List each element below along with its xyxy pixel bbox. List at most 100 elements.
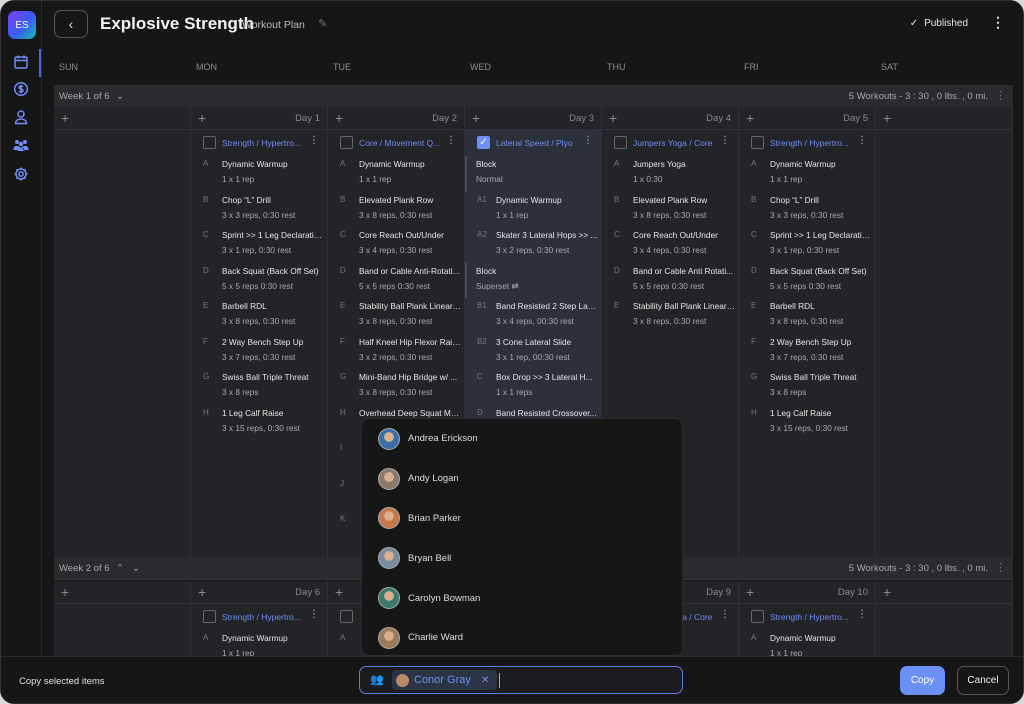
workout-checkbox[interactable]	[203, 610, 216, 623]
add-workout-icon[interactable]: +	[746, 584, 755, 600]
exercise-item[interactable]: G Swiss Ball Triple Threat 3 x 8 reps	[739, 369, 875, 405]
add-workout-icon[interactable]: +	[61, 110, 70, 126]
client-option[interactable]: Brian Parker	[362, 499, 682, 539]
workout-checkbox[interactable]	[340, 610, 353, 623]
exercise-item[interactable]: B2 3 Cone Lateral Slide 3 x 1 rep, 00:30 r…	[465, 334, 601, 370]
exercise-item[interactable]: A1 Dynamic Warmup 1 x 1 rep	[465, 192, 601, 228]
exercise-item[interactable]: B Elevated Plank Row 3 x 8 reps, 0:30 rest	[602, 192, 738, 228]
workout-title[interactable]: Core / Movement Q...	[359, 138, 441, 148]
exercise-item[interactable]: F 2 Way Bench Step Up 3 x 7 reps, 0:30 res…	[739, 334, 875, 370]
exercise-item[interactable]: F Half Kneel Hip Flexor Rais... 3 x 2 reps…	[328, 334, 464, 370]
exercise-item[interactable]: B Chop “L” Drill 3 x 3 reps, 0:30 rest	[739, 192, 875, 228]
published-status[interactable]: ✓ Published	[910, 18, 968, 29]
client-option[interactable]: Bryan Bell	[362, 538, 682, 578]
add-workout-icon[interactable]: +	[198, 584, 207, 600]
add-workout-icon[interactable]: +	[335, 110, 344, 126]
workout-options-icon[interactable]: ⋮	[583, 135, 593, 146]
app-logo[interactable]: ES	[8, 11, 36, 39]
exercise-item[interactable]: A Dynamic Warmup 1 x 1 rep	[191, 156, 327, 192]
add-workout-icon[interactable]: +	[883, 110, 892, 126]
edit-pencil-icon[interactable]: ✎	[318, 18, 328, 30]
selected-client-chip[interactable]: Conor Gray ✕	[392, 670, 498, 690]
exercise-item[interactable]: E Barbell RDL 3 x 8 reps, 0:30 rest	[191, 298, 327, 334]
exercise-item[interactable]: C Sprint >> 1 Leg Declarations 3 x 1 rep, …	[739, 227, 875, 263]
gear-icon[interactable]	[13, 166, 29, 182]
exercise-item[interactable]: A	[328, 630, 464, 664]
workout-options-icon[interactable]: ⋮	[720, 609, 730, 620]
exercise-item[interactable]: D Band or Cable Anti Rotati... 5 x 5 reps …	[602, 263, 738, 299]
exercise-item[interactable]: D Band Resisted Crossover...	[465, 405, 601, 441]
client-picker-input[interactable]: 👥 Conor Gray ✕	[359, 666, 683, 694]
exercise-item[interactable]: A Dynamic Warmup 1 x 1 rep	[739, 630, 875, 664]
calendar-icon[interactable]	[13, 54, 29, 70]
exercise-item[interactable]: G Swiss Ball Triple Threat 3 x 8 reps	[191, 369, 327, 405]
remove-chip-icon[interactable]: ✕	[480, 674, 490, 686]
client-option[interactable]: Charlie Ward	[362, 618, 682, 658]
exercise-item[interactable]: C Core Reach Out/Under 3 x 4 reps, 0:30 re…	[328, 227, 464, 263]
add-workout-icon[interactable]: +	[335, 584, 344, 600]
exercise-item[interactable]: F 2 Way Bench Step Up 3 x 7 reps, 0:30 res…	[191, 334, 327, 370]
week-options-icon[interactable]: ⋮	[995, 90, 1006, 102]
exercise-item[interactable]: I	[328, 440, 464, 476]
week-toggle-icon[interactable]: ⌄	[116, 91, 124, 102]
exercise-item[interactable]: A Dynamic Warmup 1 x 1 rep	[739, 156, 875, 192]
add-workout-icon[interactable]: +	[609, 110, 618, 126]
exercise-item[interactable]: E Barbell RDL 3 x 8 reps, 0:30 rest	[739, 298, 875, 334]
exercise-item[interactable]: H 1 Leg Calf Raise 3 x 15 reps, 0:30 rest	[191, 405, 327, 441]
workout-options-icon[interactable]: ⋮	[446, 135, 456, 146]
workout-options-icon[interactable]: ⋮	[309, 135, 319, 146]
workout-title[interactable]: Strength / Hypertro...	[222, 138, 301, 148]
workout-title[interactable]: Lateral Speed / Plyo	[496, 138, 573, 148]
copy-button[interactable]: Copy	[900, 666, 945, 695]
client-option[interactable]: Andy Logan	[362, 459, 682, 499]
workout-checkbox[interactable]: ✓	[477, 136, 490, 149]
exercise-item[interactable]: K	[328, 511, 464, 547]
exercise-item[interactable]: D Band or Cable Anti-Rotati... 5 x 5 reps …	[328, 263, 464, 299]
exercise-item[interactable]: B Elevated Plank Row 3 x 8 reps, 0:30 rest	[328, 192, 464, 228]
workout-options-icon[interactable]: ⋮	[720, 135, 730, 146]
exercise-item[interactable]: A Dynamic Warmup 1 x 1 rep	[328, 156, 464, 192]
workout-title[interactable]: Strength / Hypertro...	[770, 138, 849, 148]
more-options-icon[interactable]: ⋮	[991, 14, 1005, 30]
back-button[interactable]: ‹	[54, 10, 88, 38]
add-workout-icon[interactable]: +	[746, 110, 755, 126]
week-options-icon[interactable]: ⋮	[995, 562, 1006, 574]
exercise-item[interactable]: C Box Drop >> 3 Lateral H... 1 x 1 reps	[465, 369, 601, 405]
client-option[interactable]: Carolyn Bowman	[362, 578, 682, 618]
exercise-item[interactable]: E Stability Ball Plank Linear ... 3 x 8 re…	[328, 298, 464, 334]
workout-checkbox[interactable]	[203, 136, 216, 149]
exercise-item[interactable]: B Chop “L” Drill 3 x 3 reps, 0:30 rest	[191, 192, 327, 228]
exercise-block[interactable]: Block Normal	[465, 156, 601, 192]
exercise-item[interactable]: D Back Squat (Back Off Set) 5 x 5 reps 0:3…	[739, 263, 875, 299]
workout-options-icon[interactable]: ⋮	[857, 609, 867, 620]
exercise-item[interactable]: A Jumpers Yoga 1 x 0:30	[602, 156, 738, 192]
workout-title[interactable]: Strength / Hypertro...	[222, 612, 301, 622]
week-toggle-icon[interactable]: ⌃ ⌄	[116, 563, 140, 574]
exercise-item[interactable]: E Stability Ball Plank Linear ... 3 x 8 re…	[602, 298, 738, 334]
exercise-item[interactable]: B1 Band Resisted 2 Step Late... 3 x 4 reps…	[465, 298, 601, 334]
exercise-block[interactable]: Block Superset ⇄	[465, 262, 601, 298]
workout-checkbox[interactable]	[751, 610, 764, 623]
workout-checkbox[interactable]	[340, 136, 353, 149]
exercise-item[interactable]: H 1 Leg Calf Raise 3 x 15 reps, 0:30 rest	[739, 405, 875, 441]
exercise-item[interactable]: A2 Skater 3 Lateral Hops >> ... 3 x 2 reps…	[465, 227, 601, 263]
workout-checkbox[interactable]	[751, 136, 764, 149]
exercise-item[interactable]: J	[328, 476, 464, 512]
workout-options-icon[interactable]: ⋮	[857, 135, 867, 146]
exercise-item[interactable]: D Back Squat (Back Off Set) 5 x 5 reps 0:3…	[191, 263, 327, 299]
workout-options-icon[interactable]: ⋮	[309, 609, 319, 620]
exercise-item[interactable]: H Overhead Deep Squat Mo...	[328, 405, 464, 441]
add-workout-icon[interactable]: +	[883, 584, 892, 600]
add-workout-icon[interactable]: +	[198, 110, 207, 126]
team-icon[interactable]	[13, 137, 29, 153]
exercise-item[interactable]: C Core Reach Out/Under 3 x 4 reps, 0:30 re…	[602, 227, 738, 263]
user-icon[interactable]	[13, 109, 29, 125]
exercise-item[interactable]: A Dynamic Warmup 1 x 1 rep	[191, 630, 327, 664]
workout-title[interactable]: Jumpers Yoga / Core	[633, 138, 713, 148]
workout-title[interactable]: Strength / Hypertro...	[770, 612, 849, 622]
exercise-item[interactable]: C Sprint >> 1 Leg Declarations 3 x 1 rep, …	[191, 227, 327, 263]
cancel-button[interactable]: Cancel	[957, 666, 1009, 695]
add-workout-icon[interactable]: +	[61, 584, 70, 600]
workout-checkbox[interactable]	[614, 136, 627, 149]
client-option[interactable]: Andrea Erickson	[362, 419, 682, 459]
